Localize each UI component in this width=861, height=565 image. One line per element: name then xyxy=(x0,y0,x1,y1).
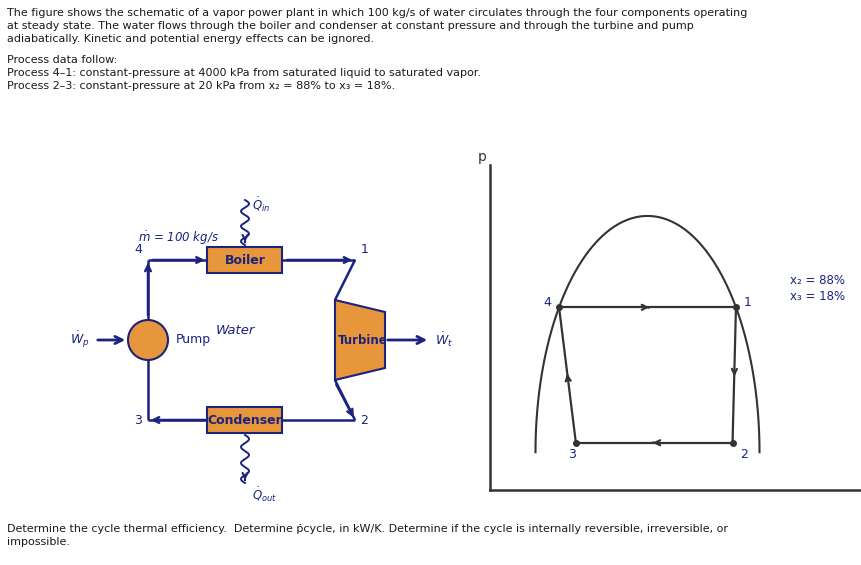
Circle shape xyxy=(127,320,168,360)
Text: 2: 2 xyxy=(360,414,368,427)
Text: $\dot{W}_t$: $\dot{W}_t$ xyxy=(435,331,453,349)
Text: 4: 4 xyxy=(542,296,550,309)
Text: 1: 1 xyxy=(361,243,369,256)
Text: Process data follow:: Process data follow: xyxy=(7,55,117,65)
Text: x₂ = 88%: x₂ = 88% xyxy=(789,273,844,286)
Text: $\dot{Q}_{in}$: $\dot{Q}_{in}$ xyxy=(251,195,270,214)
FancyBboxPatch shape xyxy=(208,407,282,433)
Text: impossible.: impossible. xyxy=(7,537,70,547)
Text: adiabatically. Kinetic and potential energy effects can be ignored.: adiabatically. Kinetic and potential ene… xyxy=(7,34,374,44)
Text: Process 2–3: constant-pressure at 20 kPa from x₂ = 88% to x₃ = 18%.: Process 2–3: constant-pressure at 20 kPa… xyxy=(7,81,394,91)
Text: Pump: Pump xyxy=(176,333,211,346)
FancyBboxPatch shape xyxy=(208,247,282,273)
Text: Condenser: Condenser xyxy=(208,414,282,427)
Text: Water: Water xyxy=(215,324,254,337)
Text: at steady state. The water flows through the boiler and condenser at constant pr: at steady state. The water flows through… xyxy=(7,21,693,31)
Text: Determine the cycle thermal efficiency.  Determine ṗ̇cycle, in kW/K. Determine i: Determine the cycle thermal efficiency. … xyxy=(7,524,728,534)
Text: $\dot{m}$ = 100 kg/s: $\dot{m}$ = 100 kg/s xyxy=(138,229,219,247)
Text: 3: 3 xyxy=(134,414,142,427)
Text: 1: 1 xyxy=(743,296,751,309)
Text: Process 4–1: constant-pressure at 4000 kPa from saturated liquid to saturated va: Process 4–1: constant-pressure at 4000 k… xyxy=(7,68,480,78)
Text: Boiler: Boiler xyxy=(225,254,265,267)
Text: x₃ = 18%: x₃ = 18% xyxy=(789,289,844,302)
Text: $\dot{W}_p$: $\dot{W}_p$ xyxy=(71,330,90,350)
Text: The figure shows the schematic of a vapor power plant in which 100 kg/s of water: The figure shows the schematic of a vapo… xyxy=(7,8,746,18)
Text: $\dot{Q}_{out}$: $\dot{Q}_{out}$ xyxy=(251,485,276,503)
Text: 4: 4 xyxy=(134,243,142,256)
Text: Turbine: Turbine xyxy=(338,333,387,346)
Text: p: p xyxy=(477,150,486,164)
Text: 3: 3 xyxy=(567,447,575,460)
Polygon shape xyxy=(335,300,385,380)
Text: 2: 2 xyxy=(740,447,747,460)
